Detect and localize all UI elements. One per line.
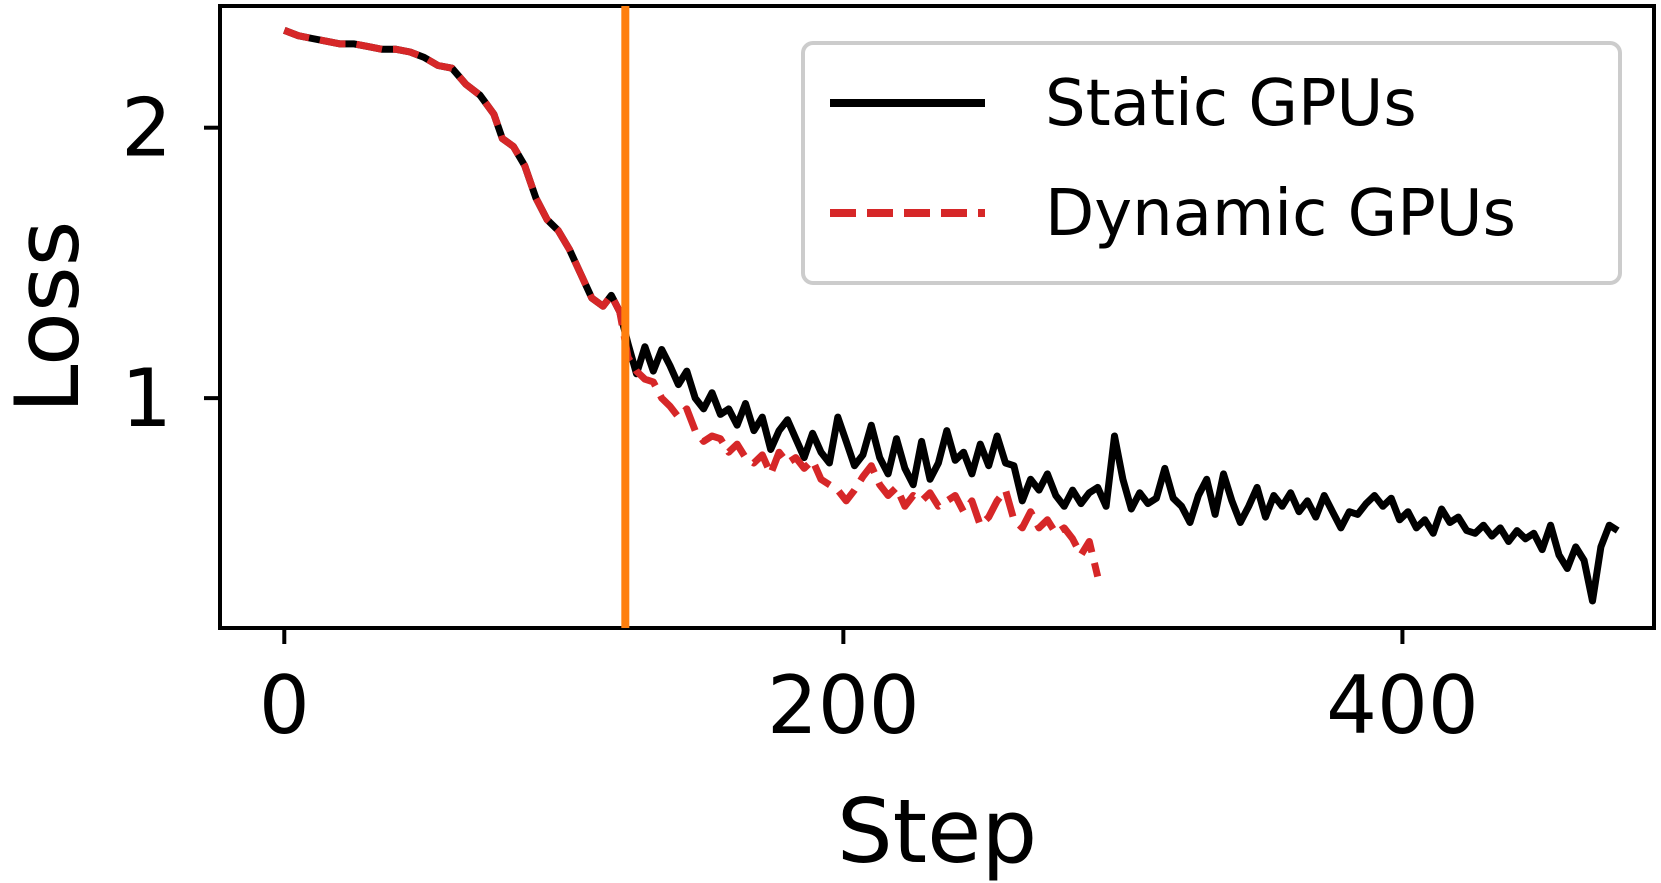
y-axis-label: Loss — [0, 220, 99, 413]
y-axis: 12 — [121, 82, 220, 445]
x-tick-label: 0 — [259, 659, 310, 752]
x-tick-label: 200 — [767, 659, 920, 752]
legend-box — [801, 41, 1622, 285]
x-axis: 0 200 400 — [259, 628, 1479, 752]
series-layer — [283, 27, 1620, 605]
legend-label-dynamic: Dynamic GPUs — [1045, 177, 1516, 251]
legend: Static GPUs Dynamic GPUs — [801, 41, 1622, 285]
x-tick-label: 400 — [1326, 659, 1479, 752]
x-axis-label: Step — [837, 780, 1037, 883]
y-tick-label: 2 — [121, 82, 172, 175]
y-tick-label: 1 — [121, 352, 172, 445]
legend-label-static: Static GPUs — [1045, 67, 1417, 141]
